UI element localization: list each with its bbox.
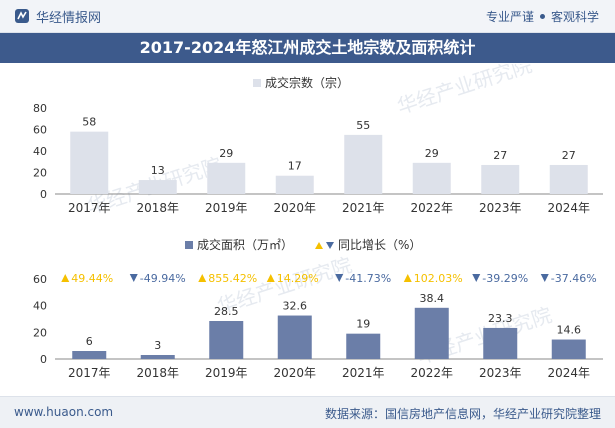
- y-tick-label: 40: [33, 145, 47, 158]
- yoy-up-icon: [198, 274, 207, 282]
- x-tick-label: 2017年: [68, 201, 111, 215]
- x-tick-label: 2019年: [205, 201, 248, 215]
- page-title: 2017-2024年怒江州成交土地宗数及面积统计: [0, 33, 615, 63]
- footer-source: 数据来源：国信房地产信息网，华经产业研究院整理: [324, 407, 601, 421]
- data-label: 55: [356, 119, 370, 132]
- yoy-up-icon: [61, 274, 70, 282]
- y-tick-label: 60: [33, 124, 47, 137]
- brand-logo-icon: [15, 9, 29, 23]
- x-tick-label: 2022年: [410, 201, 453, 215]
- chart-area: 华经产业研究院华经产业研究院华经产业研究院华经产业研究院成交宗数（宗）02040…: [33, 64, 603, 380]
- slogan-left: 专业严谨: [485, 10, 534, 24]
- watermark-text: 华经产业研究院: [394, 64, 535, 119]
- yoy-label: 102.03%: [414, 272, 463, 285]
- legend-label: 成交宗数（宗）: [265, 75, 349, 90]
- x-tick-label: 2018年: [136, 366, 179, 380]
- bar: [551, 339, 586, 359]
- x-tick-label: 2020年: [273, 366, 316, 380]
- footer-site-link[interactable]: www.huaon.com: [14, 405, 114, 419]
- data-label: 19: [356, 318, 370, 331]
- x-tick-label: 2024年: [547, 366, 590, 380]
- yoy-down-icon: [129, 274, 138, 282]
- down-triangle-icon: [326, 242, 334, 249]
- slogan-dot-icon: [539, 14, 545, 19]
- up-triangle-icon: [315, 242, 323, 249]
- yoy-label: -41.73%: [345, 272, 391, 285]
- bar: [138, 180, 177, 194]
- x-tick-label: 2020年: [273, 201, 316, 215]
- bar: [549, 164, 588, 194]
- yoy-label: 14.29%: [277, 272, 319, 285]
- slogan: 专业严谨 客观科学: [486, 8, 599, 25]
- data-label: 17: [288, 160, 302, 173]
- slogan-right: 客观科学: [550, 10, 599, 24]
- bar: [346, 333, 381, 359]
- y-tick-label: 80: [33, 102, 47, 115]
- brand-name: 华经情报网: [36, 10, 102, 26]
- bar: [344, 134, 383, 194]
- legend-label: 成交面积（万㎡）: [197, 237, 293, 252]
- x-tick-label: 2018年: [136, 201, 179, 215]
- bar: [483, 327, 518, 359]
- bar: [207, 162, 246, 194]
- legend-label: 同比增长（%）: [338, 238, 421, 252]
- data-label: 23.3: [488, 312, 513, 325]
- x-tick-label: 2019年: [205, 366, 248, 380]
- y-tick-label: 60: [33, 273, 47, 286]
- yoy-up-icon: [266, 274, 275, 282]
- data-label: 27: [562, 149, 576, 162]
- bar: [414, 307, 449, 359]
- yoy-down-icon: [540, 274, 549, 282]
- data-label: 3: [154, 339, 161, 352]
- x-tick-label: 2021年: [342, 366, 385, 380]
- bar: [412, 162, 451, 194]
- bar: [277, 315, 312, 359]
- data-label: 14.6: [557, 324, 582, 337]
- footer: www.huaon.com 数据来源：国信房地产信息网，华经产业研究院整理: [0, 396, 615, 428]
- yoy-label: -37.46%: [551, 272, 597, 285]
- data-label: 58: [82, 116, 96, 129]
- y-tick-label: 0: [40, 188, 47, 201]
- y-tick-label: 0: [40, 353, 47, 366]
- data-label: 27: [493, 149, 507, 162]
- bar: [72, 351, 107, 359]
- data-label: 32.6: [283, 300, 308, 313]
- yoy-up-icon: [403, 274, 412, 282]
- bar: [209, 321, 244, 359]
- yoy-label: 855.42%: [208, 272, 257, 285]
- legend-swatch: [253, 79, 261, 87]
- yoy-down-icon: [335, 274, 344, 282]
- data-label: 29: [219, 147, 233, 160]
- y-tick-label: 20: [33, 167, 47, 180]
- x-tick-label: 2024年: [547, 201, 590, 215]
- yoy-down-icon: [472, 274, 481, 282]
- y-tick-label: 20: [33, 326, 47, 339]
- yoy-label: -49.94%: [140, 272, 186, 285]
- x-tick-label: 2023年: [479, 366, 522, 380]
- x-tick-label: 2021年: [342, 201, 385, 215]
- data-label: 29: [425, 147, 439, 160]
- x-tick-label: 2023年: [479, 201, 522, 215]
- yoy-label: 49.44%: [71, 272, 113, 285]
- brand[interactable]: 华经情报网: [14, 7, 102, 26]
- top-bar: 华经情报网 专业严谨 客观科学: [0, 0, 615, 33]
- bar: [275, 175, 314, 194]
- legend-swatch: [185, 241, 193, 249]
- data-label: 6: [86, 335, 93, 348]
- bar: [140, 355, 175, 359]
- data-label: 38.4: [420, 292, 445, 305]
- bar: [481, 164, 520, 194]
- data-label: 28.5: [214, 305, 239, 318]
- y-tick-label: 40: [33, 300, 47, 313]
- yoy-label: -39.29%: [482, 272, 528, 285]
- x-tick-label: 2022年: [410, 366, 453, 380]
- data-label: 13: [151, 164, 165, 177]
- x-tick-label: 2017年: [68, 366, 111, 380]
- bar: [70, 131, 109, 194]
